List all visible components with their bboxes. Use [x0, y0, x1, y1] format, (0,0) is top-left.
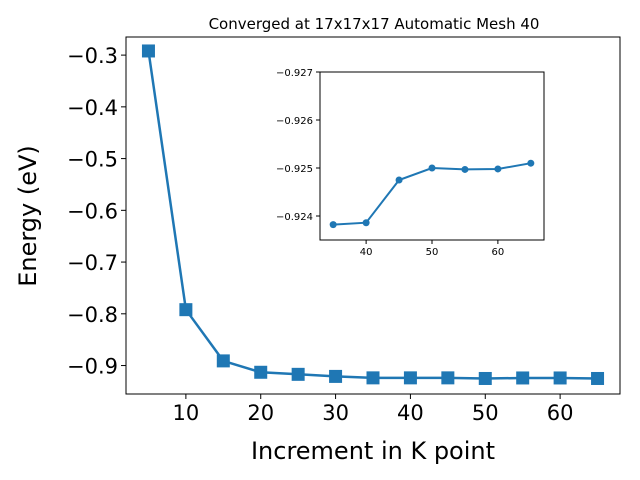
- main-x-tick-label: 40: [397, 401, 424, 425]
- main-x-tick-label: 50: [472, 401, 499, 425]
- inset-series-markers: [329, 159, 535, 229]
- inset-x-ticks: 40 50 60: [360, 240, 504, 258]
- main-x-tick-label: 60: [547, 401, 574, 425]
- main-y-tick-label: −0.3: [67, 44, 118, 68]
- main-x-tick-label: 20: [247, 401, 274, 425]
- main-y-tick-label: −0.6: [67, 199, 118, 223]
- inset-y-tick-label: −0.926: [276, 116, 313, 127]
- main-data-point: [478, 371, 492, 385]
- inset-y-tick-label: −0.924: [276, 212, 313, 223]
- main-y-tick-label: −0.7: [67, 251, 118, 275]
- inset-data-point: [428, 164, 436, 172]
- main-plot: 10 20 30 40 50 60 −0.3−0.4−0.5−0.6−0.7−0.8−0.…: [67, 36, 621, 425]
- main-y-tick-label: −0.5: [67, 148, 118, 172]
- main-data-point: [441, 371, 455, 385]
- main-data-point: [516, 371, 530, 385]
- main-data-point: [179, 303, 193, 317]
- chart-title: Converged at 17x17x17 Automatic Mesh 40: [209, 15, 540, 33]
- main-data-point: [329, 369, 343, 383]
- main-y-tick-label: −0.8: [67, 303, 118, 327]
- main-data-point: [591, 371, 605, 385]
- main-data-point: [553, 371, 567, 385]
- inset-x-tick-label: 50: [426, 247, 439, 258]
- inset-data-point: [395, 176, 403, 184]
- main-data-point: [254, 365, 268, 379]
- inset-x-tick-label: 60: [492, 247, 505, 258]
- main-y-tick-label: −0.4: [67, 96, 118, 120]
- main-series-markers: [141, 44, 605, 385]
- main-data-point: [403, 371, 417, 385]
- main-data-point: [291, 367, 305, 381]
- main-data-point: [366, 371, 380, 385]
- inset-data-point: [494, 165, 502, 173]
- inset-y-ticks: −0.927 −0.926 −0.925 −0.924: [276, 68, 320, 223]
- main-data-point: [216, 354, 230, 368]
- y-axis-label: Energy (eV): [14, 145, 42, 287]
- inset-data-point: [329, 221, 337, 229]
- main-x-ticks: 10 20 30 40 50 60: [173, 394, 574, 425]
- main-y-tick-label: −0.9: [67, 355, 118, 379]
- inset-plot: 40 50 60 −0.927 −0.926 −0.925 −0.924: [276, 68, 545, 258]
- inset-y-tick-label: −0.925: [276, 164, 313, 175]
- inset-data-point: [362, 219, 370, 227]
- inset-data-point: [527, 159, 535, 167]
- main-y-ticks: −0.3 −0.4 −0.5 −0.6 −0.7 −0.8 −0.9: [67, 44, 126, 379]
- inset-y-tick-label: −0.927: [276, 68, 313, 79]
- main-plot-frame: [125, 36, 621, 395]
- inset-data-point: [461, 165, 469, 173]
- main-x-tick-label: 30: [322, 401, 349, 425]
- inset-x-tick-label: 40: [360, 247, 373, 258]
- inset-plot-background: [320, 72, 544, 240]
- x-axis-label: Increment in K point: [251, 437, 495, 465]
- main-x-tick-label: 10: [173, 401, 200, 425]
- main-data-point: [141, 44, 155, 58]
